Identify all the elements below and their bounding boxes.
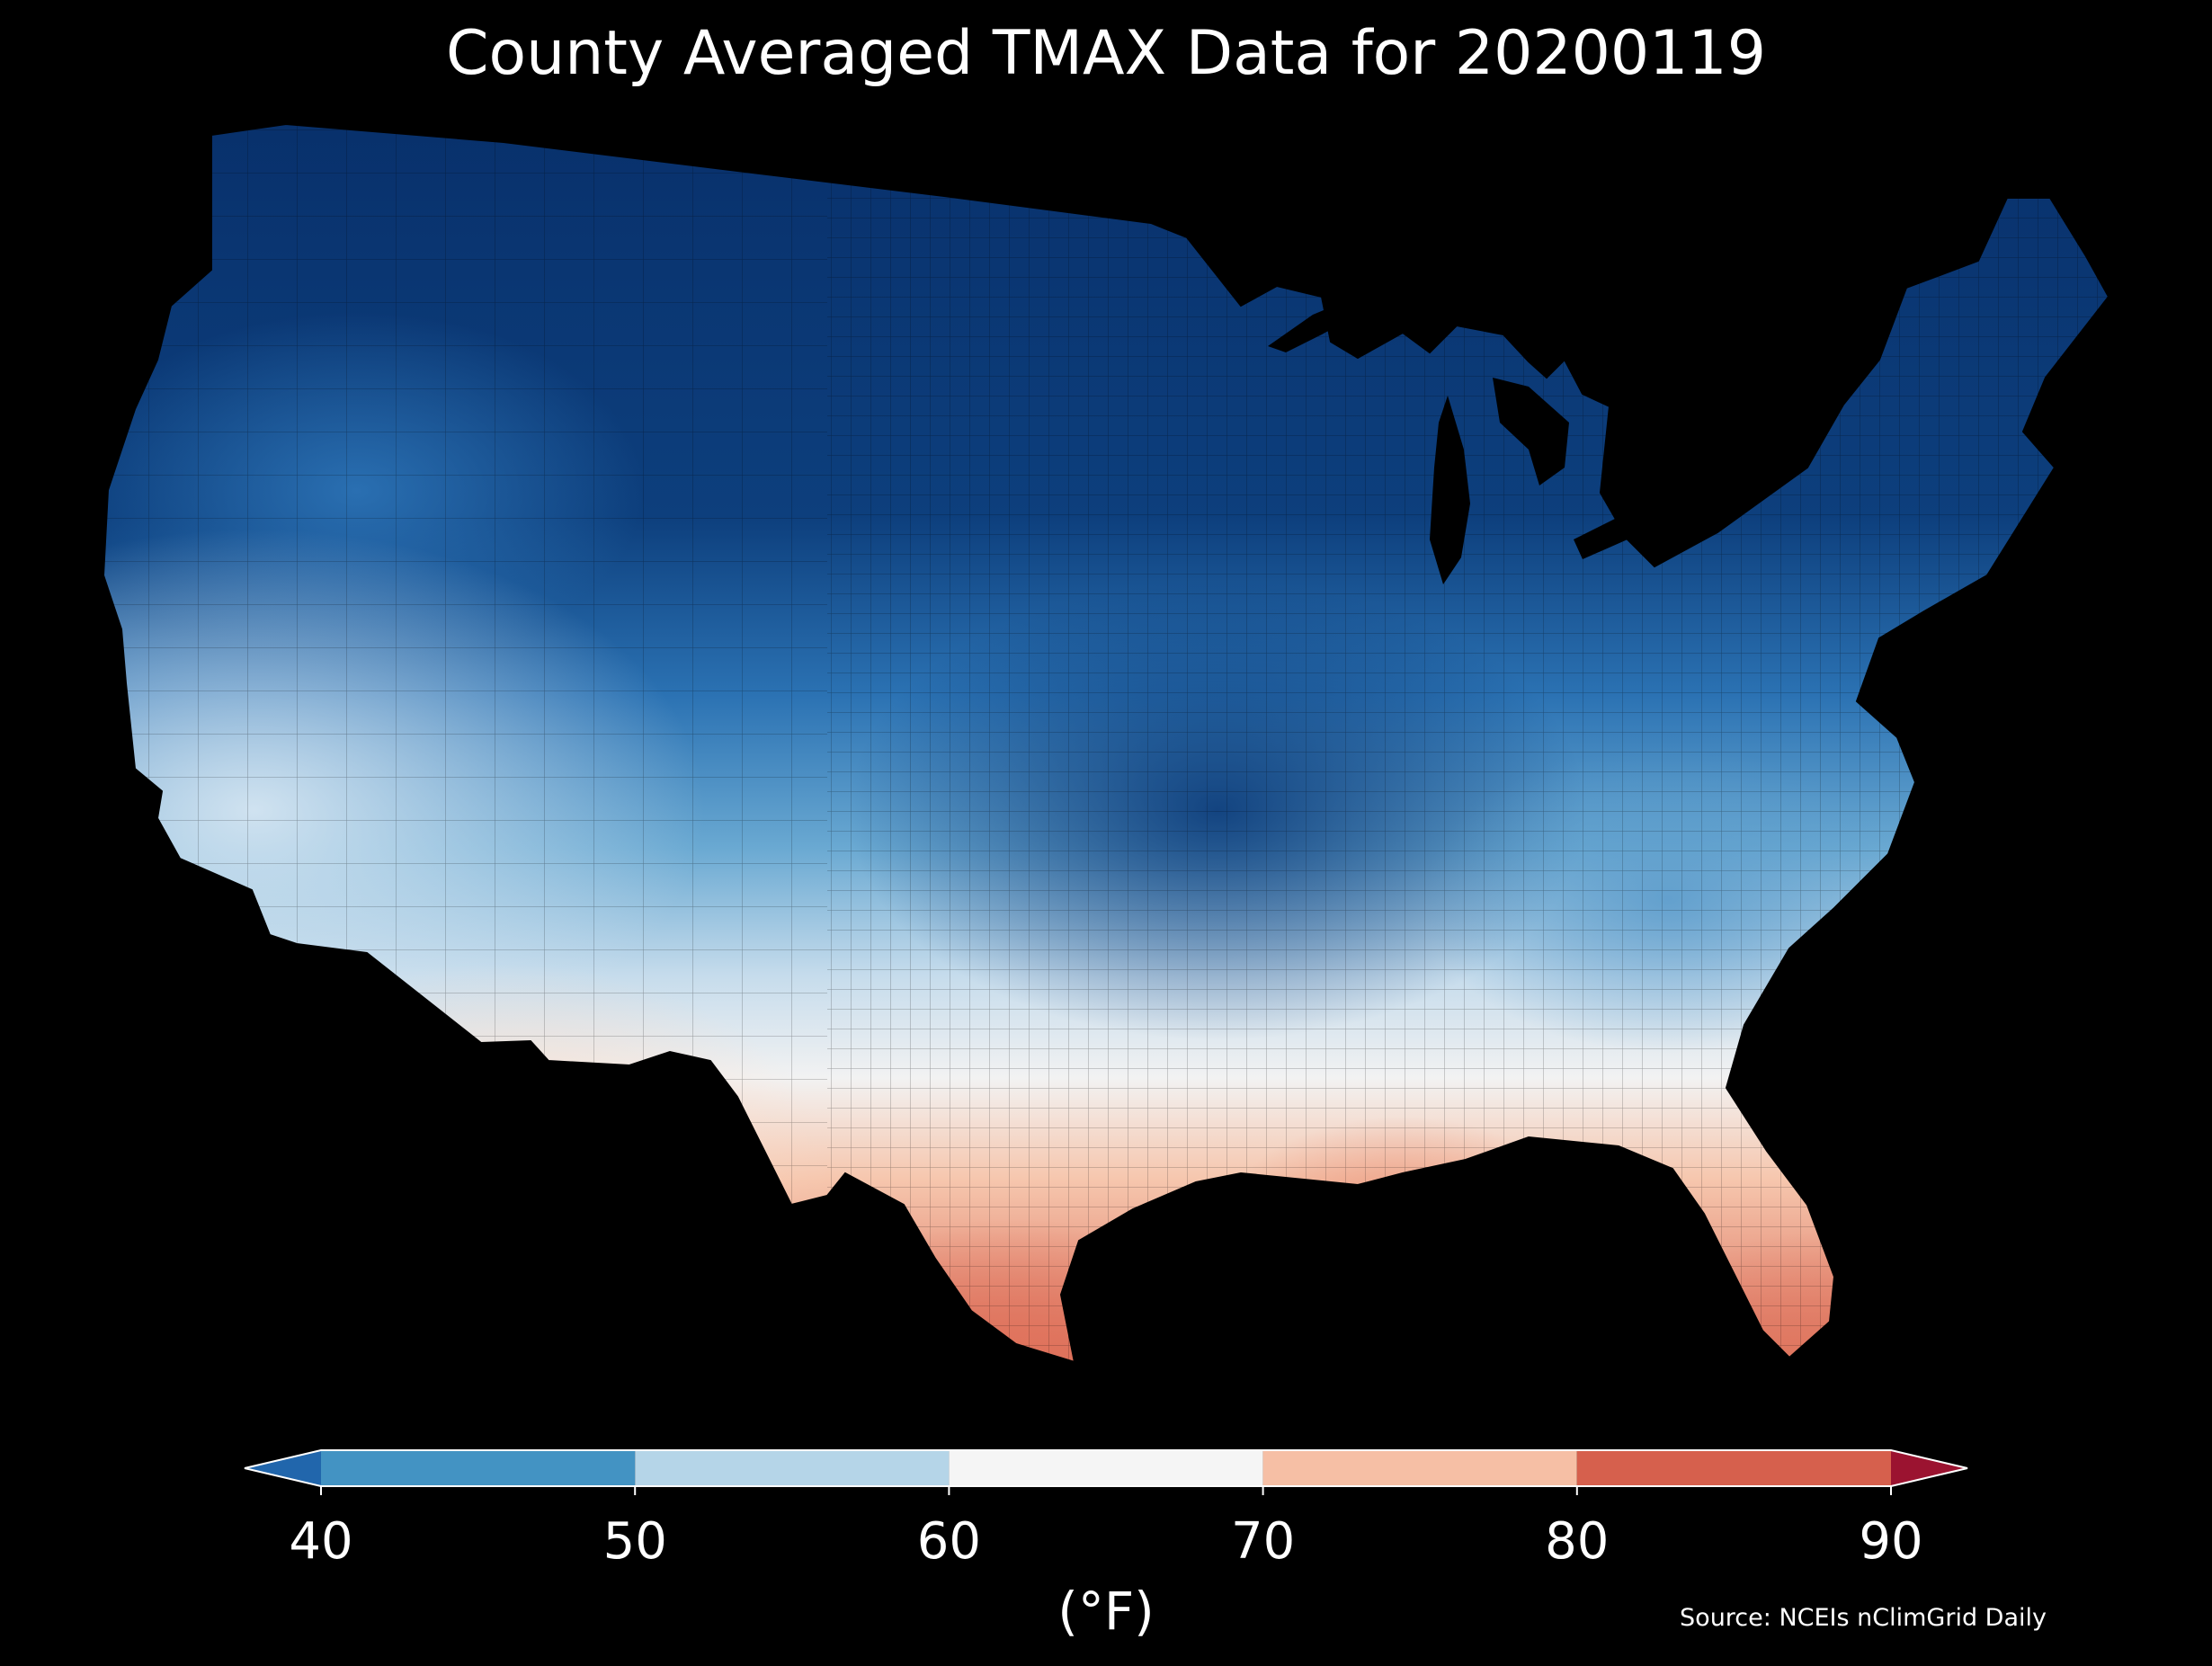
lake-ontario xyxy=(1699,475,1776,500)
colorbar-tick-label: 80 xyxy=(1545,1512,1609,1571)
colorbar-tick-label: 40 xyxy=(289,1512,352,1571)
colorbar-ticks: 40 50 60 70 80 90 xyxy=(289,1486,1923,1571)
colorbar-bin-80-90 xyxy=(1576,1450,1891,1486)
colorbar-bin-70-80 xyxy=(1262,1450,1577,1486)
colorbar-tick-label: 50 xyxy=(603,1512,667,1571)
source-note: Source: NCEIs nClimGrid Daily xyxy=(1680,1604,2047,1632)
lake-michigan xyxy=(1430,396,1470,584)
colorbar-unit-label: (°F) xyxy=(1057,1581,1155,1642)
map-title: County Averaged TMAX Data for 20200119 xyxy=(446,18,1766,89)
us-county-choropleth xyxy=(103,124,2109,1362)
colorbar-bin-40-50 xyxy=(321,1450,636,1486)
colorbar-tick-label: 70 xyxy=(1231,1512,1295,1571)
colorbar-over-arrow xyxy=(1891,1450,1967,1486)
lake-superior xyxy=(1268,270,1421,352)
colorbar-under-arrow xyxy=(245,1450,321,1486)
county-boundaries-east xyxy=(827,124,2109,1362)
colorbar: 40 50 60 70 80 90 (°F) xyxy=(244,1449,1968,1642)
colorbar-tick-label: 90 xyxy=(1859,1512,1922,1571)
county-boundaries-west xyxy=(103,124,827,1362)
colorbar-bins xyxy=(321,1450,1891,1486)
lake-huron xyxy=(1493,378,1569,486)
colorbar-tick-label: 60 xyxy=(917,1512,981,1571)
great-lakes xyxy=(1268,270,1776,584)
colorbar-bin-60-70 xyxy=(949,1450,1263,1486)
lake-erie xyxy=(1574,499,1681,559)
colorbar-bin-50-60 xyxy=(635,1450,950,1486)
